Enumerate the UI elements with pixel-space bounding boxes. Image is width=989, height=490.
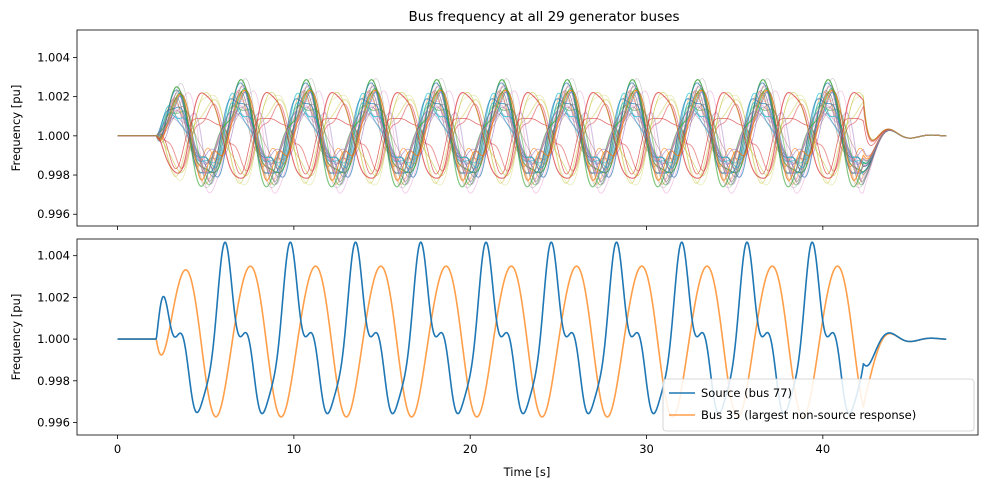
top-plot-frame	[76, 29, 979, 227]
bottom-x-tick-label: 10	[287, 442, 302, 456]
source-line	[117, 241, 947, 415]
bottom-y-tick-label: 1.000	[37, 332, 70, 346]
top-y-axis: 0.996 0.998 1.000 1.002 1.004	[37, 50, 77, 221]
bottom-y-tick-label: 0.996	[37, 415, 70, 429]
top-y-tick-label: 0.998	[37, 168, 70, 182]
bottom-plot-frame	[76, 238, 979, 436]
top-y-tick-label: 1.002	[37, 90, 70, 104]
bottom-x-axis-label: Time [s]	[503, 465, 551, 479]
legend-box	[662, 378, 975, 432]
bottom-y-tick-label: 1.004	[37, 249, 70, 263]
bottom-y-tick-label: 1.002	[37, 290, 70, 304]
top-bus-trace-28	[117, 78, 947, 189]
top-bus-trace-25	[117, 111, 947, 166]
top-bus-trace-22	[117, 89, 947, 181]
top-chart-title: Bus frequency at all 29 generator buses	[409, 9, 680, 25]
bottom-y-axis-label: Frequency [pu]	[9, 294, 23, 381]
bottom-y-axis: 0.996 0.998 1.000 1.002 1.004	[37, 249, 77, 429]
top-panel: Bus frequency at all 29 generator buses …	[9, 9, 979, 230]
top-bus-trace-26	[117, 103, 947, 170]
top-series-lines	[117, 78, 947, 194]
top-bus-trace-17	[117, 90, 947, 194]
top-y-tick-label: 1.000	[37, 129, 70, 143]
top-y-tick-label: 1.004	[37, 50, 70, 64]
top-bus-trace-15	[117, 112, 947, 185]
top-x-axis	[117, 226, 824, 230]
bottom-legend: Source (bus 77) Bus 35 (largest non-sour…	[662, 378, 975, 432]
bottom-x-tick-label: 30	[639, 442, 654, 456]
bottom-x-tick-label: 40	[816, 442, 831, 456]
top-bus-trace-29	[117, 91, 947, 177]
bottom-x-tick-label: 20	[463, 442, 478, 456]
bottom-panel: 0.996 0.998 1.000 1.002 1.004 0 10 20 30 40 Freq…	[9, 238, 979, 479]
bottom-y-tick-label: 0.998	[37, 374, 70, 388]
bottom-x-tick-label: 0	[114, 442, 121, 456]
top-bus-trace-27	[117, 105, 947, 175]
top-y-tick-label: 0.996	[37, 207, 70, 221]
legend-label-bus35: Bus 35 (largest non-source response)	[701, 408, 916, 422]
bottom-x-axis: 0 10 20 30 40	[114, 435, 830, 456]
legend-label-source: Source (bus 77)	[701, 386, 792, 400]
top-y-axis-label: Frequency [pu]	[9, 85, 23, 172]
